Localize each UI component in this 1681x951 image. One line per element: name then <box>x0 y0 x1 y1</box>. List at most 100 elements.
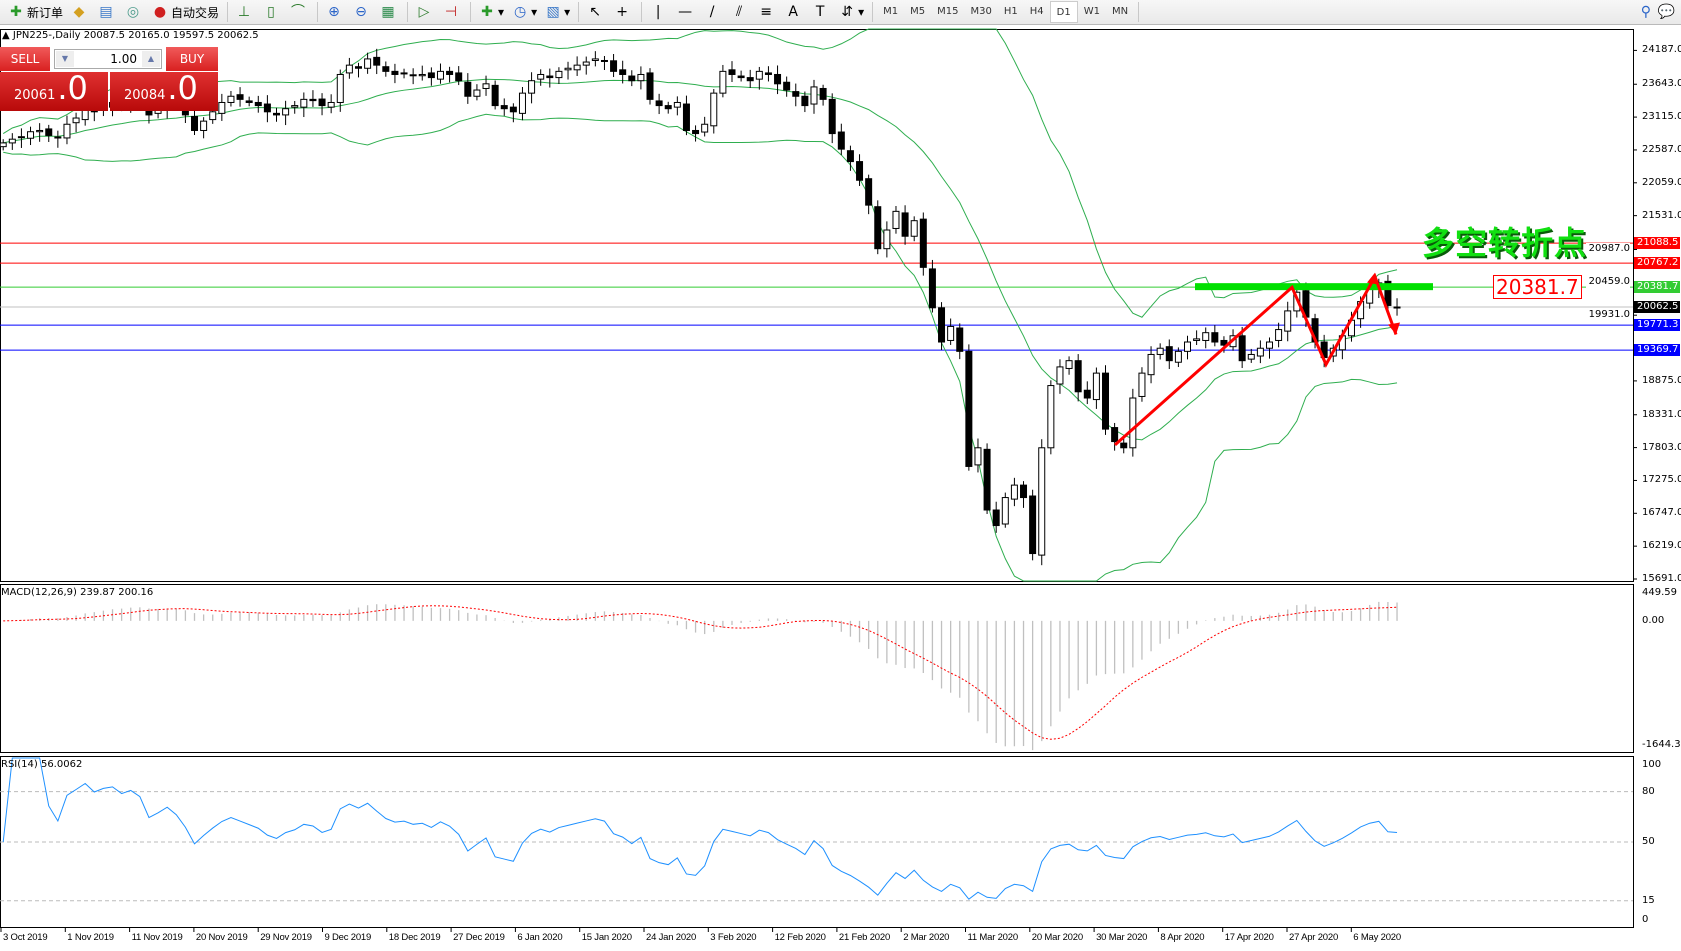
candle-body <box>282 108 290 116</box>
equidistant-channel-button[interactable]: ⫽ <box>727 1 754 23</box>
candle-body <box>500 105 508 110</box>
template-icon: ▧ <box>546 4 560 20</box>
trendline-button[interactable]: / <box>700 1 727 23</box>
candle-body <box>36 129 44 133</box>
sell-price-button[interactable]: 20061.0 <box>0 69 108 111</box>
candle-body <box>938 307 946 343</box>
candle-body <box>573 64 581 71</box>
templates-button[interactable]: ▧ ▾ <box>546 4 571 20</box>
macd-signal-line <box>3 605 1398 740</box>
zoom-out-button[interactable]: ⊖ <box>349 1 376 23</box>
lot-increase-button[interactable]: ▲ <box>142 51 160 67</box>
timeframe-mn[interactable]: MN <box>1111 6 1129 17</box>
candle-body <box>336 73 344 103</box>
date-axis-label: 8 Apr 2020 <box>1160 932 1205 943</box>
candle-body <box>218 101 226 114</box>
candle-body <box>1174 350 1182 363</box>
crosshair-button[interactable]: + <box>610 1 637 23</box>
auto-trading-button[interactable]: ● 自动交易 <box>148 1 223 23</box>
candle-chart-button[interactable]: ▯ <box>259 1 286 23</box>
date-axis-label: 29 Nov 2019 <box>260 932 312 943</box>
candle-body <box>919 218 927 268</box>
candle-body <box>628 75 636 82</box>
candle-body <box>737 75 745 79</box>
candle-body <box>1047 385 1055 449</box>
periods-button[interactable]: ◷ ▾ <box>513 4 538 20</box>
buy-price-button[interactable]: 20084.0 <box>110 69 218 111</box>
bar-chart-button[interactable]: ⊥ <box>232 1 259 23</box>
auto-trading-label: 自动交易 <box>171 5 220 20</box>
candle-body <box>610 60 618 72</box>
history-button[interactable]: ◆ <box>67 1 94 23</box>
gold-bar-icon: ◆ <box>73 4 85 20</box>
vertical-line-button[interactable]: | <box>646 1 673 23</box>
candle-body <box>1038 447 1046 556</box>
candle-body <box>1184 341 1191 352</box>
timeframe-m5[interactable]: M5 <box>910 6 926 17</box>
candle-body <box>682 103 690 131</box>
terminal-button[interactable]: ▤ <box>94 1 121 23</box>
timeframe-d1[interactable]: D1 <box>1049 1 1078 23</box>
candle-body <box>1211 332 1219 343</box>
date-axis-label: 6 May 2020 <box>1353 932 1401 943</box>
price-axis-label: 17803.0 <box>1642 441 1681 453</box>
candle-body <box>992 509 1000 527</box>
rsi-label: RSI(14) 56.0062 <box>1 759 83 770</box>
zoom-in-icon: ⊕ <box>328 4 340 20</box>
indicators-button[interactable]: ✚ ▾ <box>475 1 508 23</box>
timeframe-m30[interactable]: M30 <box>970 6 992 17</box>
timeframe-h1[interactable]: H1 <box>1003 6 1018 17</box>
price-tag: 20062.5 <box>1634 301 1680 314</box>
zoom-in-button[interactable]: ⊕ <box>322 1 349 23</box>
price-chart[interactable] <box>0 28 1681 951</box>
fibonacci-button[interactable]: ≡ <box>754 1 781 23</box>
candle-body <box>1265 341 1273 349</box>
timeframe-h4[interactable]: H4 <box>1029 6 1044 17</box>
candle-body <box>45 128 53 136</box>
text-button[interactable]: A <box>781 1 808 23</box>
search-icon[interactable]: ⚲ <box>1640 4 1651 20</box>
annotation-price-label: 20381.7 <box>1493 275 1582 299</box>
tile-windows-button[interactable]: ▦ <box>376 1 403 23</box>
divider <box>1138 2 1140 22</box>
candle-body <box>0 142 7 148</box>
chart-shift-icon: ⊣ <box>444 4 458 20</box>
fibonacci-icon: ≡ <box>760 4 772 20</box>
candle-body <box>600 59 608 62</box>
auto-scroll-button[interactable]: ▷ <box>412 1 439 23</box>
divider <box>641 2 643 22</box>
date-axis-label: 12 Feb 2020 <box>774 932 826 943</box>
cursor-button[interactable]: ↖ <box>583 1 610 23</box>
lot-size-input[interactable]: ▼ 1.00 ▲ <box>54 49 162 69</box>
sell-button[interactable]: SELL <box>0 47 50 71</box>
divider <box>470 2 472 22</box>
timeframe-w1[interactable]: W1 <box>1083 6 1100 17</box>
candle-body <box>1256 347 1264 357</box>
timeframe-m1[interactable]: M1 <box>883 6 899 17</box>
horizontal-line-button[interactable]: — <box>673 1 700 23</box>
candle-body <box>27 131 35 139</box>
candle-body <box>291 105 299 108</box>
candle-body <box>928 268 936 309</box>
arrows-button[interactable]: ⇵ ▾ <box>835 1 868 23</box>
sell-price-fraction: .0 <box>57 69 88 107</box>
date-axis-label: 11 Nov 2019 <box>131 932 183 943</box>
timeframe-m15[interactable]: M15 <box>937 6 959 17</box>
chart-shift-button[interactable]: ⊣ <box>439 1 466 23</box>
candle-body <box>254 101 262 107</box>
signals-button[interactable]: ◎ <box>121 1 148 23</box>
price-axis-label: 17275.0 <box>1642 474 1681 486</box>
candle-body <box>892 210 900 229</box>
candle-body <box>846 150 854 163</box>
new-order-button[interactable]: ✚ 新订单 <box>4 1 67 23</box>
candle-body <box>865 178 873 206</box>
text-label-button[interactable]: T <box>808 1 835 23</box>
line-chart-button[interactable]: ⌒ <box>286 1 313 23</box>
date-axis-label: 3 Feb 2020 <box>710 932 757 943</box>
lot-decrease-button[interactable]: ▼ <box>56 51 74 67</box>
candle-body <box>537 73 545 80</box>
date-axis-label: 20 Mar 2020 <box>1031 932 1083 943</box>
chat-icon[interactable]: 💬 <box>1657 4 1675 20</box>
buy-button[interactable]: BUY <box>166 47 218 71</box>
terminal-icon: ▤ <box>99 4 113 20</box>
